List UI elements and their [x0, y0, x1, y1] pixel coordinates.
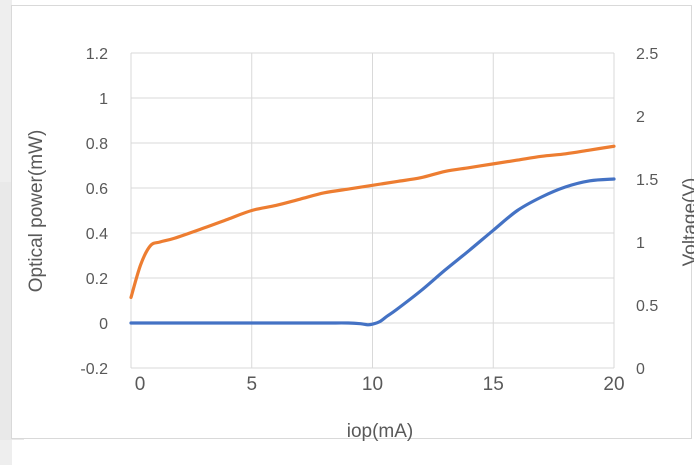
y2-tick-label: 2 [636, 109, 645, 126]
x-tick-label: 20 [603, 374, 624, 395]
y-tick-label: 0.2 [86, 271, 108, 288]
y-tick-label: 0.6 [86, 181, 108, 198]
x-tick-label: 10 [362, 374, 383, 395]
x-tick-label: 15 [483, 374, 504, 395]
y-tick-label: 0.8 [86, 136, 108, 153]
y2-tick-label: 0 [636, 361, 645, 378]
y-tick-label: 0 [99, 316, 108, 333]
x-tick-label: 5 [246, 374, 257, 395]
x-tick-label: 0 [135, 374, 146, 395]
y2-tick-label: 1 [636, 235, 645, 252]
y-tick-label: 0.4 [86, 226, 108, 243]
y-axis-title: Optical power(mW) [26, 130, 47, 293]
y2-tick-label: 0.5 [636, 298, 658, 315]
y-tick-label: -0.2 [80, 361, 108, 378]
y2-axis-title: Voltage(V) [680, 178, 694, 267]
x-axis-title: iop(mA) [347, 421, 414, 442]
y-tick-label: 1.2 [86, 46, 108, 63]
gridlines [131, 53, 614, 368]
y2-tick-label: 2.5 [636, 46, 658, 63]
y2-tick-label: 1.5 [636, 172, 658, 189]
y-tick-label: 1 [99, 91, 108, 108]
